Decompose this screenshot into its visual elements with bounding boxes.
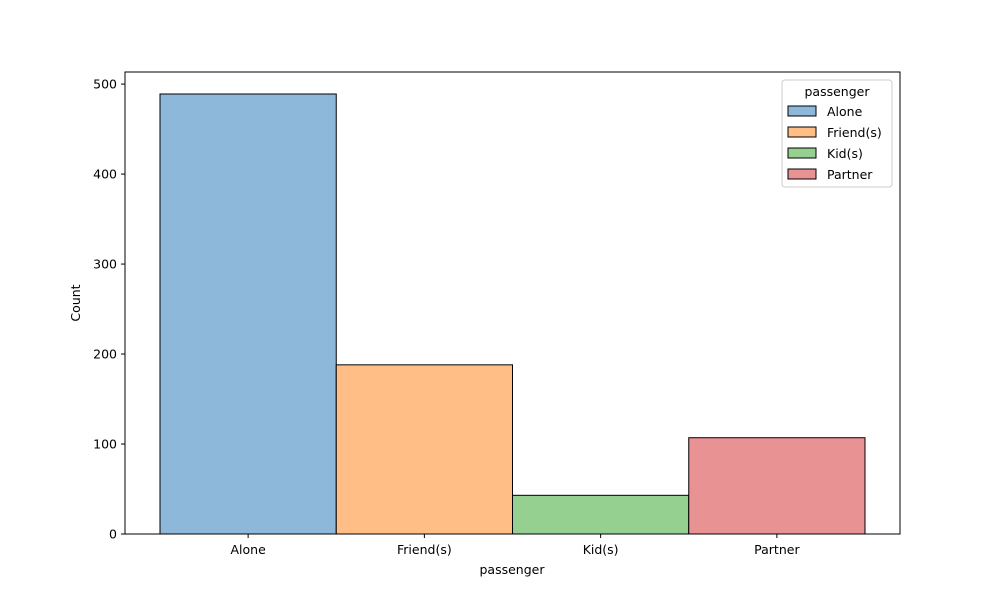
legend: passenger Alone Friend(s) Kid(s) Partner bbox=[781, 79, 893, 188]
bar-partner bbox=[688, 437, 866, 535]
plot-frame bbox=[124, 71, 901, 535]
legend-swatch-friend-s bbox=[787, 126, 817, 138]
y-tick-label: 100 bbox=[93, 437, 117, 452]
legend-title: passenger bbox=[805, 84, 871, 99]
legend-label-kid-s: Kid(s) bbox=[827, 146, 863, 161]
x-axis-label: passenger bbox=[480, 562, 546, 577]
y-axis-label: Count bbox=[68, 284, 83, 321]
legend-label-friend-s: Friend(s) bbox=[827, 125, 882, 140]
y-tick-label: 400 bbox=[93, 167, 117, 182]
y-axis: 0 100 200 300 400 500 bbox=[93, 77, 125, 542]
y-tick-label: 500 bbox=[93, 77, 117, 92]
bar-friend-s bbox=[335, 364, 513, 535]
bar-alone bbox=[159, 93, 337, 535]
legend-label-partner: Partner bbox=[827, 167, 873, 182]
x-tick-label-partner: Partner bbox=[754, 542, 800, 557]
y-tick-label: 0 bbox=[109, 527, 117, 542]
y-tick-label: 300 bbox=[93, 257, 117, 272]
x-tick-label-alone: Alone bbox=[230, 542, 266, 557]
bar-kid-s bbox=[512, 494, 690, 535]
legend-swatch-alone bbox=[787, 105, 817, 117]
x-axis: Alone Friend(s) Kid(s) Partner bbox=[230, 534, 800, 557]
y-tick-label: 200 bbox=[93, 347, 117, 362]
legend-label-alone: Alone bbox=[827, 104, 863, 119]
legend-swatch-partner bbox=[787, 168, 817, 180]
x-tick-label-kid-s: Kid(s) bbox=[583, 542, 619, 557]
x-tick-label-friend-s: Friend(s) bbox=[397, 542, 452, 557]
bars-layer bbox=[159, 93, 866, 535]
legend-swatch-kid-s bbox=[787, 147, 817, 159]
